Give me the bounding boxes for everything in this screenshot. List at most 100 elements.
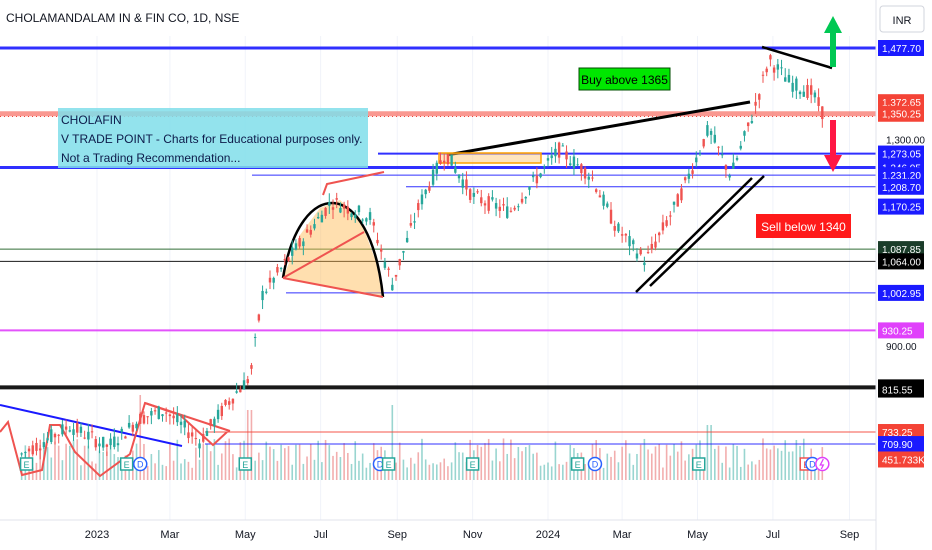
volume-bar (458, 452, 460, 480)
candle-body (620, 234, 624, 236)
candle-body (224, 399, 227, 405)
note-line-1: CHOLAFIN (61, 113, 122, 127)
x-tick-label: Sep (387, 529, 407, 541)
volume-bar (673, 444, 675, 480)
buy-label-box (578, 67, 671, 91)
candle-body (120, 428, 123, 433)
volume-bar (272, 449, 275, 480)
volume-bar (369, 462, 371, 480)
volume-bar (109, 441, 112, 480)
volume-bar (428, 464, 431, 480)
candle-body (350, 213, 353, 218)
candle-body (480, 197, 483, 204)
volume-bar (65, 443, 67, 480)
volume-bar (413, 463, 416, 480)
candle-body (279, 268, 283, 270)
price-tag-box (878, 381, 924, 398)
volume-bar (569, 444, 572, 480)
volume-bar (309, 444, 312, 480)
price-tag-box (878, 40, 924, 56)
candle-body (772, 67, 776, 73)
volume-bar (232, 454, 234, 480)
volume-bar (762, 438, 764, 480)
red-trend-lines-top (322, 171, 385, 196)
volume-bar (532, 453, 534, 480)
volume-bar (198, 459, 201, 480)
candle-body (732, 162, 735, 169)
candle-body (368, 212, 372, 220)
candle-body (157, 406, 160, 419)
candle-body (76, 422, 79, 433)
candle-body (298, 238, 301, 247)
candle-body (709, 131, 713, 135)
candle-body (517, 206, 520, 208)
candle-body (461, 179, 464, 188)
price-tag-label: 1,002.95 (882, 289, 921, 300)
candle-body (776, 64, 780, 70)
volume-bar (506, 453, 509, 480)
volume-bar (169, 443, 171, 480)
dividend-marker-icon (587, 456, 603, 472)
earnings-marker-icon (238, 457, 253, 471)
candle-body (669, 215, 672, 217)
volume-bar (298, 444, 301, 480)
candle-body (27, 448, 31, 452)
volume-bar (714, 448, 716, 480)
volume-bar (665, 444, 668, 480)
candle-body (806, 84, 809, 98)
volume-bar (435, 464, 438, 480)
volume-bar (736, 445, 738, 480)
candle-body (383, 261, 387, 268)
volume-bar (443, 458, 446, 480)
volume-bar (684, 460, 686, 480)
candle-body (483, 203, 487, 206)
candle-body (246, 379, 249, 384)
left-blue-trendline (0, 404, 183, 447)
volume-bar (780, 450, 783, 480)
earnings-marker-icon (691, 457, 706, 471)
candle-body (172, 415, 175, 419)
volume-bar (261, 460, 264, 480)
volume-bar (513, 458, 516, 480)
volume-bar (87, 445, 90, 480)
symbol-title: CHOLAMANDALAM IN & FIN CO, 1D, NSE (6, 11, 239, 25)
support-trendline-1 (635, 177, 753, 293)
candle-body (309, 229, 312, 235)
candle-body (594, 189, 598, 192)
volume-bar (39, 444, 41, 480)
candle-body (735, 157, 739, 160)
price-tag-label: 1,208.70 (882, 183, 921, 194)
candle-body (698, 153, 702, 155)
volume-bar (258, 452, 260, 480)
candle-body (124, 436, 127, 439)
volume-bar (91, 461, 93, 480)
candle-body (813, 92, 817, 98)
currency-button-box[interactable] (879, 5, 925, 33)
x-tick-label: Mar (613, 529, 632, 541)
volume-bar (187, 461, 190, 480)
candle-body (695, 157, 698, 163)
volume-bar (154, 463, 156, 480)
volume-bar (350, 463, 353, 480)
volume-bar (743, 448, 746, 480)
price-tag-label: 733.25 (882, 428, 913, 439)
volume-bar (461, 452, 464, 480)
top-falling-trendline (761, 45, 833, 70)
rounding-diag-line (282, 231, 365, 279)
candle-body (513, 207, 516, 210)
price-tag-box (878, 284, 924, 301)
volume-bar (717, 445, 720, 480)
candle-body (802, 91, 805, 97)
volume-bar (191, 467, 193, 480)
volume-bar (536, 452, 538, 480)
volume-bar (806, 462, 809, 480)
candle-body (190, 432, 194, 437)
currency-button[interactable]: INR (893, 15, 912, 27)
candle-body (20, 453, 23, 455)
volume-bar (72, 440, 75, 480)
candle-body (531, 175, 535, 178)
volume-bar (339, 457, 342, 480)
volume-bar (795, 439, 798, 480)
volume-bar (747, 464, 749, 480)
